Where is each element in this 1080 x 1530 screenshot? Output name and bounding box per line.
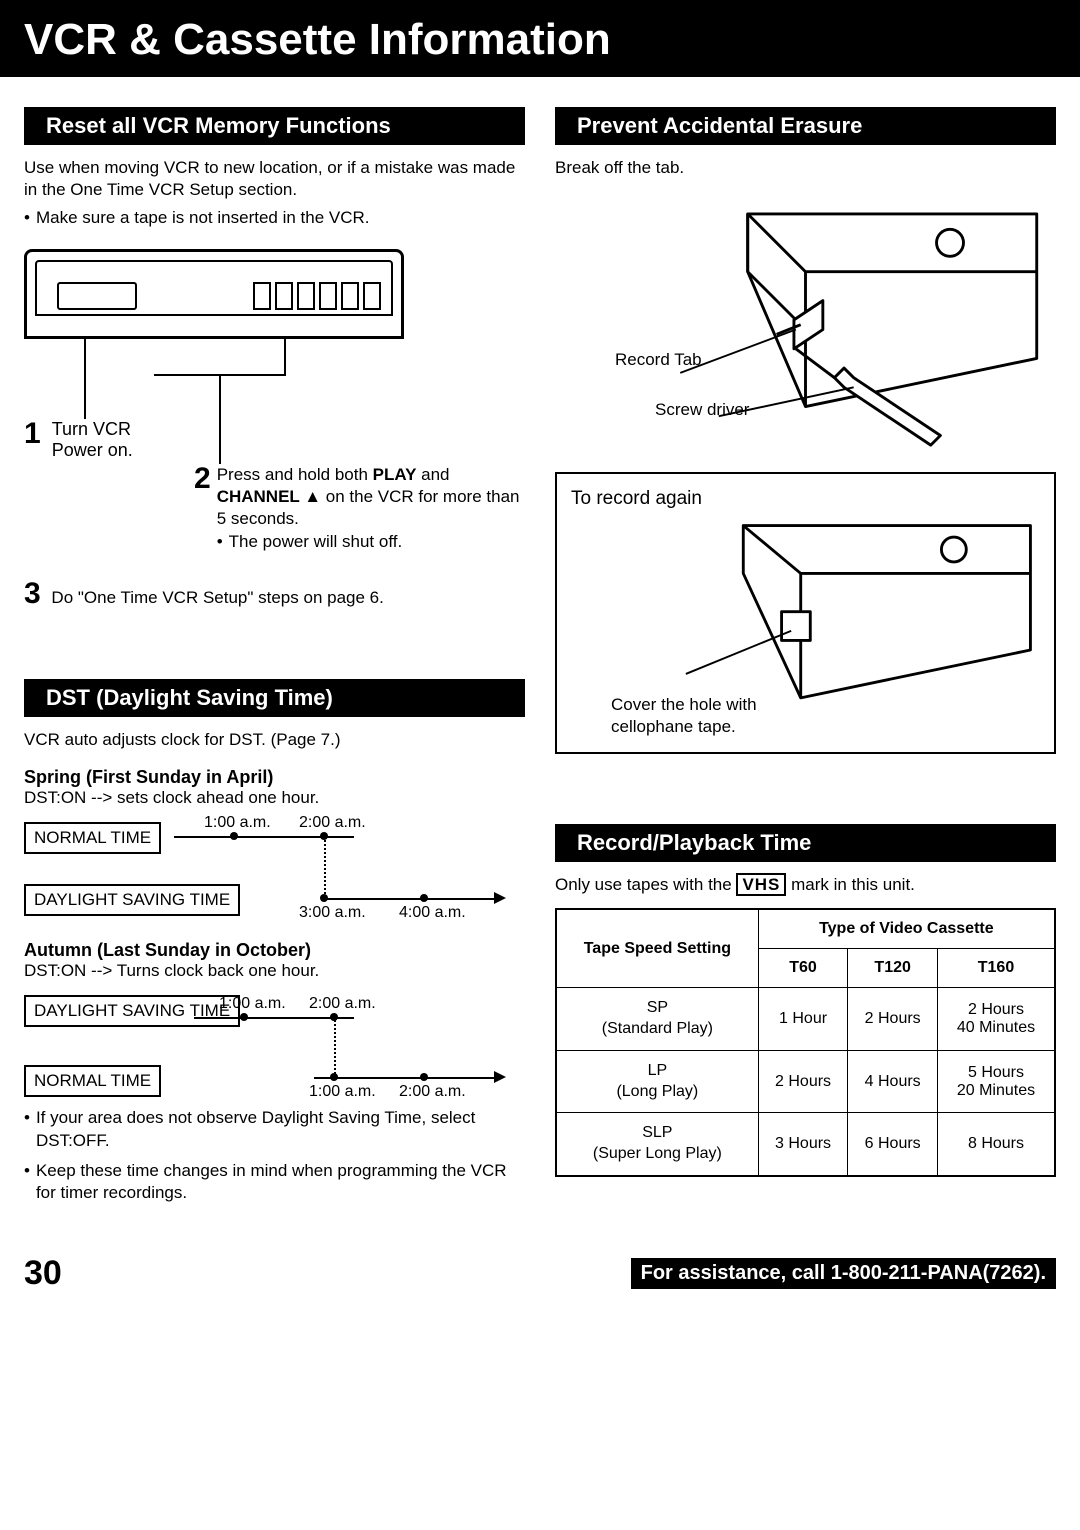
cassette-cover-illustration [571,516,1040,717]
vhs-logo: VHS [736,873,786,896]
table-row: SLP(Super Long Play)3 Hours6 Hours8 Hour… [556,1113,1055,1176]
label-dst: DAYLIGHT SAVING TIME [24,884,240,916]
record-playback-table: Tape Speed Setting Type of Video Cassett… [555,908,1056,1177]
step-2-number: 2 [194,464,211,552]
left-column: Reset all VCR Memory Functions Use when … [24,107,525,1204]
dst-autumn-title: Autumn (Last Sunday in October) [24,940,525,961]
dst-bullet-2: Keep these time changes in mind when pro… [24,1160,525,1204]
dst-autumn-desc: DST:ON --> Turns clock back one hour. [24,961,525,981]
t60-cell: 1 Hour [758,988,848,1051]
label-normal-time-2: NORMAL TIME [24,1065,161,1097]
t120-cell: 6 Hours [848,1113,938,1176]
page-number: 30 [24,1254,62,1293]
step-3: 3 Do "One Time VCR Setup" steps on page … [24,579,525,609]
page-title: VCR & Cassette Information [24,15,1056,65]
page-footer: 30 For assistance, call 1-800-211-PANA(7… [0,1244,1080,1313]
label-normal-time: NORMAL TIME [24,822,161,854]
label-dst-2: DAYLIGHT SAVING TIME [24,995,240,1027]
t60-cell: 3 Hours [758,1113,848,1176]
t120-cell: 2 Hours [848,988,938,1051]
dst-intro: VCR auto adjusts clock for DST. (Page 7.… [24,729,525,751]
col-t60: T60 [758,949,848,988]
cassette-breakoff-illustration [555,185,1056,455]
reset-header: Reset all VCR Memory Functions [24,107,525,145]
speed-cell: SLP(Super Long Play) [556,1113,758,1176]
col-type: Type of Video Cassette [758,909,1055,949]
record-header: Record/Playback Time [555,824,1056,862]
step-1-text: Turn VCR Power on. [52,419,152,461]
table-row: LP(Long Play)2 Hours4 Hours5 Hours20 Min… [556,1050,1055,1113]
col-t160: T160 [937,949,1055,988]
col-speed: Tape Speed Setting [556,909,758,988]
step-1: 1 Turn VCR Power on. [24,419,152,461]
vcr-illustration [24,249,404,339]
record-again-box: To record again Cover the hole with cell… [555,472,1056,754]
speed-cell: LP(Long Play) [556,1050,758,1113]
step-3-text: Do "One Time VCR Setup" steps on page 6. [51,588,383,607]
record-intro: Only use tapes with the VHS mark in this… [555,874,1056,896]
dst-header: DST (Daylight Saving Time) [24,679,525,717]
dst-spring-title: Spring (First Sunday in April) [24,767,525,788]
prevent-intro: Break off the tab. [555,157,1056,179]
reset-note: Make sure a tape is not inserted in the … [24,207,525,229]
record-section: Record/Playback Time Only use tapes with… [555,824,1056,1177]
step-1-number: 1 [24,417,41,450]
content-area: Reset all VCR Memory Functions Use when … [0,77,1080,1204]
col-t120: T120 [848,949,938,988]
dst-bullet-1: If your area does not observe Daylight S… [24,1107,525,1151]
t60-cell: 2 Hours [758,1050,848,1113]
label-record-tab: Record Tab [615,350,702,370]
step-3-number: 3 [24,577,41,610]
page-title-bar: VCR & Cassette Information [0,0,1080,77]
right-column: Prevent Accidental Erasure Break off the… [555,107,1056,1204]
table-row: SP(Standard Play)1 Hour2 Hours2 Hours40 … [556,988,1055,1051]
step-2-bullet: The power will shut off. [217,531,525,553]
t160-cell: 8 Hours [937,1113,1055,1176]
vcr-diagram: 1 Turn VCR Power on. 2 Press and hold bo… [24,249,525,559]
speed-cell: SP(Standard Play) [556,988,758,1051]
reset-intro: Use when moving VCR to new location, or … [24,157,525,201]
step-2: 2 Press and hold both PLAY and CHANNEL ▲… [194,464,525,552]
autumn-timeline: DAYLIGHT SAVING TIME 1:00 a.m. 2:00 a.m.… [24,987,525,1097]
dst-spring-desc: DST:ON --> sets clock ahead one hour. [24,788,525,808]
prevent-header: Prevent Accidental Erasure [555,107,1056,145]
t160-cell: 2 Hours40 Minutes [937,988,1055,1051]
t160-cell: 5 Hours20 Minutes [937,1050,1055,1113]
assistance-bar: For assistance, call 1-800-211-PANA(7262… [631,1258,1056,1289]
record-again-title: To record again [571,488,1040,510]
dst-section: DST (Daylight Saving Time) VCR auto adju… [24,679,525,1203]
label-screwdriver: Screw driver [655,400,749,420]
t120-cell: 4 Hours [848,1050,938,1113]
spring-timeline: NORMAL TIME 1:00 a.m. 2:00 a.m. DAYLIGHT… [24,814,525,924]
